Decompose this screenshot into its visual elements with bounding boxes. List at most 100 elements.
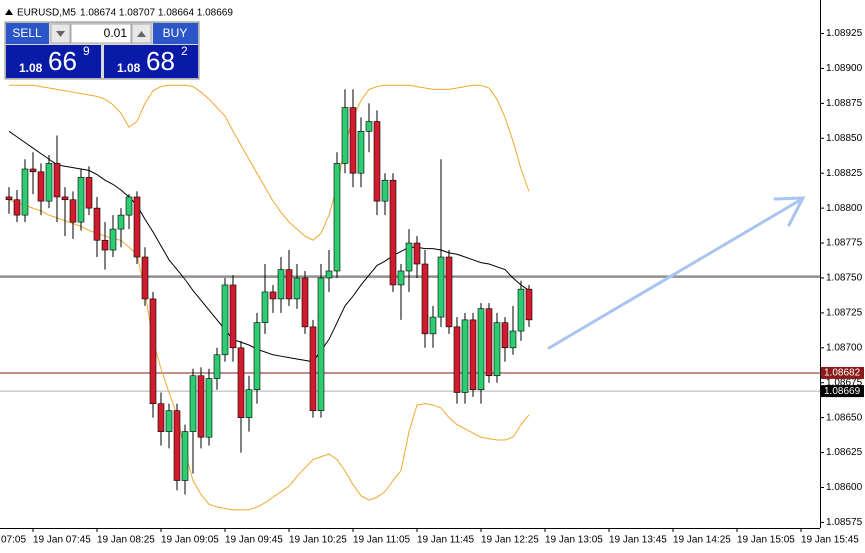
ask-tag-label: 1.08669 xyxy=(824,386,861,397)
y-tick-label: 1.08775 xyxy=(826,238,863,249)
y-tick-label: 1.08800 xyxy=(826,203,863,214)
x-tick-label: 19 Jan 11:45 xyxy=(417,535,475,546)
candle-body xyxy=(245,389,253,418)
y-tick-label: 1.08625 xyxy=(826,447,863,458)
candle-body xyxy=(445,256,453,328)
candle-body xyxy=(437,256,445,318)
buy-label: BUY xyxy=(163,26,188,40)
ask-box[interactable] xyxy=(104,45,198,78)
x-tick-label: 19 Jan 12:25 xyxy=(481,535,539,546)
x-tick-label: 19 Jan 10:25 xyxy=(289,535,347,546)
lot-down-icon xyxy=(56,31,65,37)
x-tick-label: 19 Jan 09:05 xyxy=(161,535,219,546)
candle-body xyxy=(165,410,173,432)
x-tick-label: 19 Jan 07:45 xyxy=(33,535,91,546)
candle-body xyxy=(141,256,149,300)
candle-body xyxy=(61,196,69,201)
trade-panel: SELL 0.01 BUY 1.08 66 9 1.08 68 2 xyxy=(4,21,200,80)
x-tick-label: 19 Jan 11:05 xyxy=(353,535,411,546)
sell-button[interactable] xyxy=(6,23,49,44)
bid-pips: 66 xyxy=(48,46,77,76)
candle-body xyxy=(85,177,93,209)
candle-body xyxy=(413,242,421,265)
x-tick-label: 19 Jan 15:45 xyxy=(801,535,859,546)
candle-body xyxy=(133,196,141,258)
candle-body xyxy=(509,330,517,349)
candle-body xyxy=(109,228,117,251)
y-tick-label: 1.08725 xyxy=(826,308,863,319)
bid-fraction: 9 xyxy=(83,44,90,58)
lot-up-icon xyxy=(137,31,146,37)
candle-body xyxy=(53,163,61,198)
candle-body xyxy=(45,163,53,202)
candle-body xyxy=(517,288,525,332)
x-tick-label: 19 Jan 14:25 xyxy=(673,535,731,546)
candle-body xyxy=(213,354,221,379)
y-tick-label: 1.08900 xyxy=(826,63,863,74)
x-tick-label: 19 Jan 15:05 xyxy=(737,535,795,546)
candle-body xyxy=(125,196,133,216)
y-tick-label: 1.08700 xyxy=(826,342,863,353)
candle-body xyxy=(429,316,437,335)
candle-body xyxy=(285,269,293,300)
candle-body xyxy=(357,131,365,174)
arrow-shaft xyxy=(547,197,804,350)
ask-fraction: 2 xyxy=(181,44,188,58)
candle-body xyxy=(29,168,37,173)
x-tick-label: 19 Jan 13:45 xyxy=(609,535,667,546)
indicator-line xyxy=(9,84,530,241)
trend-arrow[interactable] xyxy=(547,196,806,350)
header-icon xyxy=(5,9,13,15)
candle-body xyxy=(421,263,429,335)
indicator-line xyxy=(8,130,530,363)
candle-body xyxy=(229,284,237,349)
lot-field[interactable] xyxy=(70,23,132,44)
candle-body xyxy=(189,375,197,432)
candle-body xyxy=(181,431,189,481)
candle-body xyxy=(341,107,349,164)
y-tick-label: 1.08925 xyxy=(826,28,863,39)
bid-tag-label: 1.08682 xyxy=(824,368,861,379)
candle-body xyxy=(117,214,125,230)
y-tick-label: 1.08675 xyxy=(826,377,863,388)
candle-body xyxy=(381,179,389,202)
candle-body xyxy=(333,163,341,272)
plot-area xyxy=(0,84,820,511)
candle-body xyxy=(405,242,413,272)
bid-box[interactable] xyxy=(6,45,101,78)
y-tick-label: 1.08650 xyxy=(826,412,863,423)
arrow-head xyxy=(773,196,806,227)
y-tick-label: 1.08600 xyxy=(826,482,863,493)
candle-body xyxy=(485,308,493,377)
candle-body xyxy=(93,207,101,241)
candle-body xyxy=(317,277,325,411)
candle-body xyxy=(237,347,245,418)
candle-body xyxy=(309,326,317,411)
candle-body xyxy=(261,291,269,323)
y-tick-label: 1.08825 xyxy=(826,168,863,179)
symbol-title: EURUSD,M5 xyxy=(17,8,76,19)
candle-body xyxy=(501,322,509,349)
y-tick-label: 1.08875 xyxy=(826,98,863,109)
candle-body xyxy=(221,284,229,356)
candle-body xyxy=(69,199,77,223)
ask-big: 1.08 xyxy=(117,61,141,75)
x-tick-label: 19 Jan 13:05 xyxy=(545,535,603,546)
candle-body xyxy=(205,378,213,438)
candle-body xyxy=(101,239,109,251)
y-tick-label: 1.08850 xyxy=(826,133,863,144)
sell-label: SELL xyxy=(12,26,42,40)
candle-body xyxy=(477,308,485,391)
y-tick-label: 1.08575 xyxy=(826,517,863,528)
ohlc-text: 1.08674 1.08707 1.08664 1.08669 xyxy=(80,8,233,19)
lot-value: 0.01 xyxy=(104,26,128,40)
candle-body xyxy=(13,199,21,216)
ask-tag xyxy=(821,385,864,398)
candle-body xyxy=(373,121,381,202)
candle-body xyxy=(21,168,29,216)
candle-body xyxy=(301,277,309,328)
candle-body xyxy=(493,322,501,377)
buy-button[interactable] xyxy=(153,23,198,44)
